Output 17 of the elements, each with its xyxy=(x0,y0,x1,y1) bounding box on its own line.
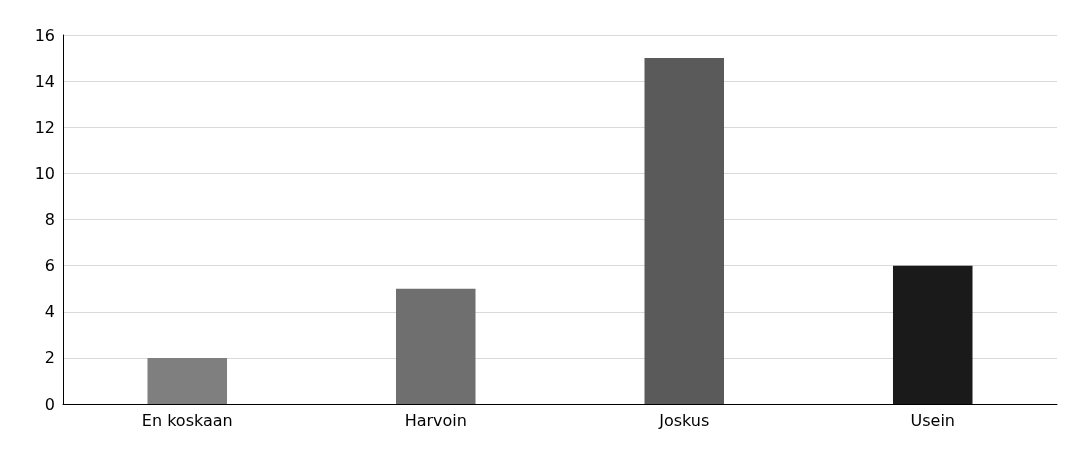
y-tick-label: 0 xyxy=(44,394,55,414)
x-tick-label: Usein xyxy=(910,410,955,430)
x-tick-label: En koskaan xyxy=(141,410,233,430)
y-tick-label: 8 xyxy=(44,210,55,229)
y-tick-label: 14 xyxy=(34,71,55,91)
y-tick-label: 2 xyxy=(44,348,55,368)
bar xyxy=(892,265,973,404)
x-tick-label: Harvoin xyxy=(404,410,467,430)
bar xyxy=(644,58,725,404)
y-tick-label: 6 xyxy=(44,256,55,276)
y-tick-label: 10 xyxy=(34,163,55,183)
y-tick-label: 16 xyxy=(34,25,55,45)
y-tick-label: 4 xyxy=(44,302,55,322)
x-tick-label: Joskus xyxy=(658,410,710,430)
bar xyxy=(147,357,228,404)
bar xyxy=(395,288,476,404)
y-tick-label: 12 xyxy=(34,117,55,137)
